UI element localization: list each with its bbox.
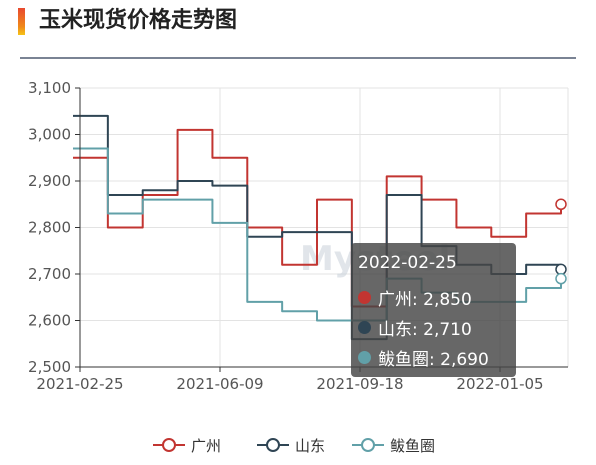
- series-end-point: [555, 272, 567, 285]
- tooltip-row-bayuquan: 鲅鱼圈: 2,690: [358, 345, 489, 370]
- legend-item-guangzhou[interactable]: 广州: [153, 430, 221, 460]
- series-end-point: [555, 263, 567, 276]
- tooltip-row-label: 山东: 2,710: [378, 320, 472, 340]
- y-tick-label: 2,600: [28, 312, 71, 330]
- y-tick-label: 2,800: [28, 219, 71, 237]
- legend-item-bayuquan[interactable]: 鲅鱼圈: [352, 430, 435, 460]
- legend-line-circle-icon: [153, 438, 185, 452]
- hover-tooltip: 2022-02-25 广州: 2,850 山东: 2,710 鲅鱼圈: 2,69…: [351, 243, 516, 377]
- y-tick-label: 3,100: [28, 79, 71, 97]
- tooltip-row-label: 鲅鱼圈: 2,690: [378, 350, 489, 370]
- y-tick-label: 2,900: [28, 172, 71, 190]
- legend-label: 广州: [191, 436, 222, 455]
- tooltip-dot-icon: [358, 321, 371, 334]
- series-end-point: [555, 198, 567, 210]
- series-line-guangzhou: [73, 128, 562, 308]
- x-tick-label: 2021-06-09: [176, 375, 263, 393]
- y-tick-label: 2,500: [28, 358, 71, 376]
- legend-label: 鲅鱼圈: [390, 436, 436, 455]
- tooltip-date: 2022-02-25: [358, 253, 457, 273]
- y-tick-label: 3,000: [28, 126, 71, 144]
- legend-item-shandong[interactable]: 山东: [257, 430, 325, 460]
- x-tick-label: 2022-01-05: [456, 375, 543, 393]
- title-accent-bar: [18, 8, 25, 35]
- tooltip-row-label: 广州: 2,850: [378, 290, 472, 310]
- x-tick-label: 2021-09-18: [316, 375, 403, 393]
- marker-layer: [555, 198, 567, 285]
- tooltip-row-guangzhou: 广州: 2,850: [358, 285, 472, 310]
- header-divider: [20, 57, 576, 59]
- legend-line-circle-icon: [257, 438, 289, 452]
- chart-legend: 广州 山东 鲅鱼圈: [0, 430, 596, 460]
- tooltip-dot-icon: [358, 351, 371, 364]
- legend-line-circle-icon: [352, 438, 384, 452]
- tooltip-dot-icon: [358, 291, 371, 304]
- tooltip-row-shandong: 山东: 2,710: [358, 315, 472, 340]
- y-tick-label: 2,700: [28, 265, 71, 283]
- chart-title: 玉米现货价格走势图: [39, 8, 238, 33]
- x-tick-label: 2021-02-25: [36, 375, 123, 393]
- legend-label: 山东: [295, 436, 326, 455]
- axis-layer: 3,1003,0002,9002,8002,7002,6002,5002021-…: [28, 79, 568, 393]
- chart-header: 玉米现货价格走势图: [0, 0, 596, 59]
